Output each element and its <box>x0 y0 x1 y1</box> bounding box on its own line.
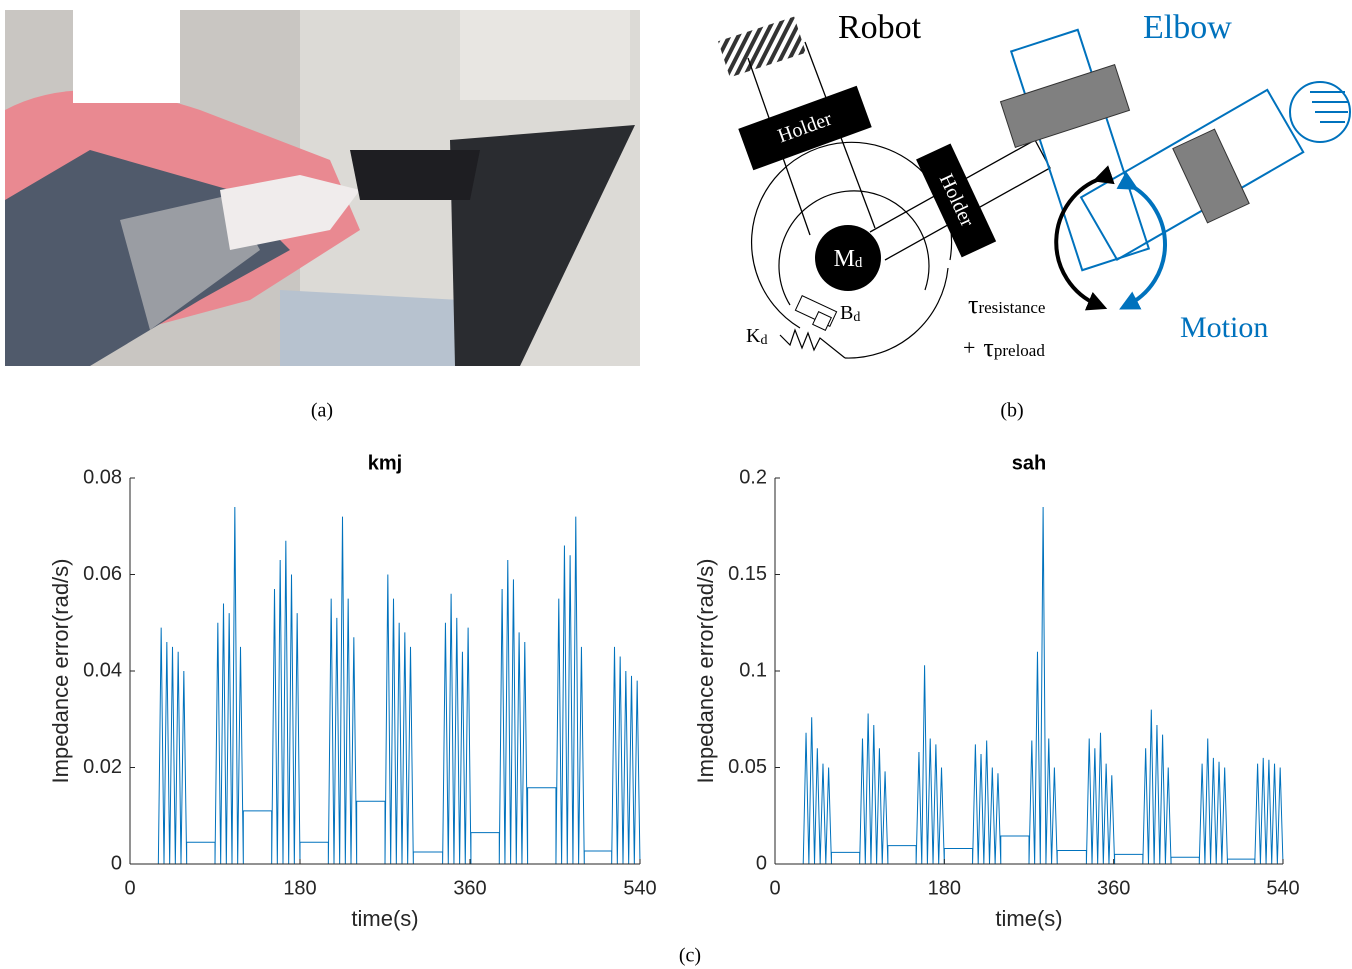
y-tick-label: 0.15 <box>728 563 767 585</box>
y-tick-label: 0.06 <box>83 563 122 585</box>
damper-sub: d <box>853 310 860 325</box>
tau-preload-label: + τpreload <box>963 333 1045 362</box>
tau-resistance-label: τresistance <box>968 290 1045 319</box>
mass-base: M <box>834 246 855 272</box>
spring-base: K <box>746 325 761 347</box>
y-tick-label: 0.02 <box>83 756 122 778</box>
motion-label: Motion <box>1180 311 1268 344</box>
x-axis-label: time(s) <box>995 906 1062 931</box>
tau-sub: resistance <box>978 298 1045 317</box>
y-tick-label: 0.05 <box>728 756 767 778</box>
robot-label: Robot <box>838 9 922 46</box>
charts: 0 0.02 0.04 0.06 0.08 0 180 360 540 kmj time(s) Imp… <box>48 452 1300 931</box>
figure: Robot Holder Holder Md Bd Kd Elbow τre <box>0 0 1352 969</box>
diagram: Robot Holder Holder Md Bd Kd Elbow τre <box>718 9 1350 362</box>
chart-title: sah <box>1012 452 1046 474</box>
y-tick-label: 0.08 <box>83 466 122 488</box>
x-tick-label: 0 <box>124 877 135 899</box>
panel-label: (b) <box>1000 400 1023 422</box>
elbow-label: Elbow <box>1143 9 1232 46</box>
x-tick-label: 540 <box>623 877 656 899</box>
panel-label: (a) <box>311 400 333 422</box>
x-tick-label: 180 <box>283 877 316 899</box>
y-tick-label: 0.04 <box>83 659 122 681</box>
tau-sub: preload <box>994 341 1045 360</box>
y-axis-label: Impedance error(rad/s) <box>693 559 718 784</box>
y-tick-label: 0.1 <box>739 659 767 681</box>
photo <box>5 10 640 366</box>
y-tick-label: 0 <box>756 852 767 874</box>
x-tick-label: 540 <box>1266 877 1299 899</box>
spring-sub: d <box>760 333 767 348</box>
y-axis-label: Impedance error(rad/s) <box>48 559 73 784</box>
x-tick-label: 360 <box>453 877 486 899</box>
x-tick-label: 360 <box>1097 877 1130 899</box>
data-line <box>775 507 1283 864</box>
spring-label: Kd <box>746 325 767 349</box>
damper-label: Bd <box>840 302 860 326</box>
x-tick-label: 0 <box>769 877 780 899</box>
y-tick-label: 0.2 <box>739 466 767 488</box>
y-tick-label: 0 <box>111 852 122 874</box>
mass-sub: d <box>855 255 863 271</box>
data-line <box>130 507 640 864</box>
x-axis-label: time(s) <box>351 906 418 931</box>
x-tick-label: 180 <box>928 877 961 899</box>
damper-base: B <box>840 302 853 324</box>
tau-symbol: τ <box>983 333 993 362</box>
panel-label: (c) <box>679 945 701 967</box>
plus: + <box>963 335 975 360</box>
chart-title: kmj <box>368 452 402 474</box>
tau-symbol: τ <box>968 290 978 319</box>
